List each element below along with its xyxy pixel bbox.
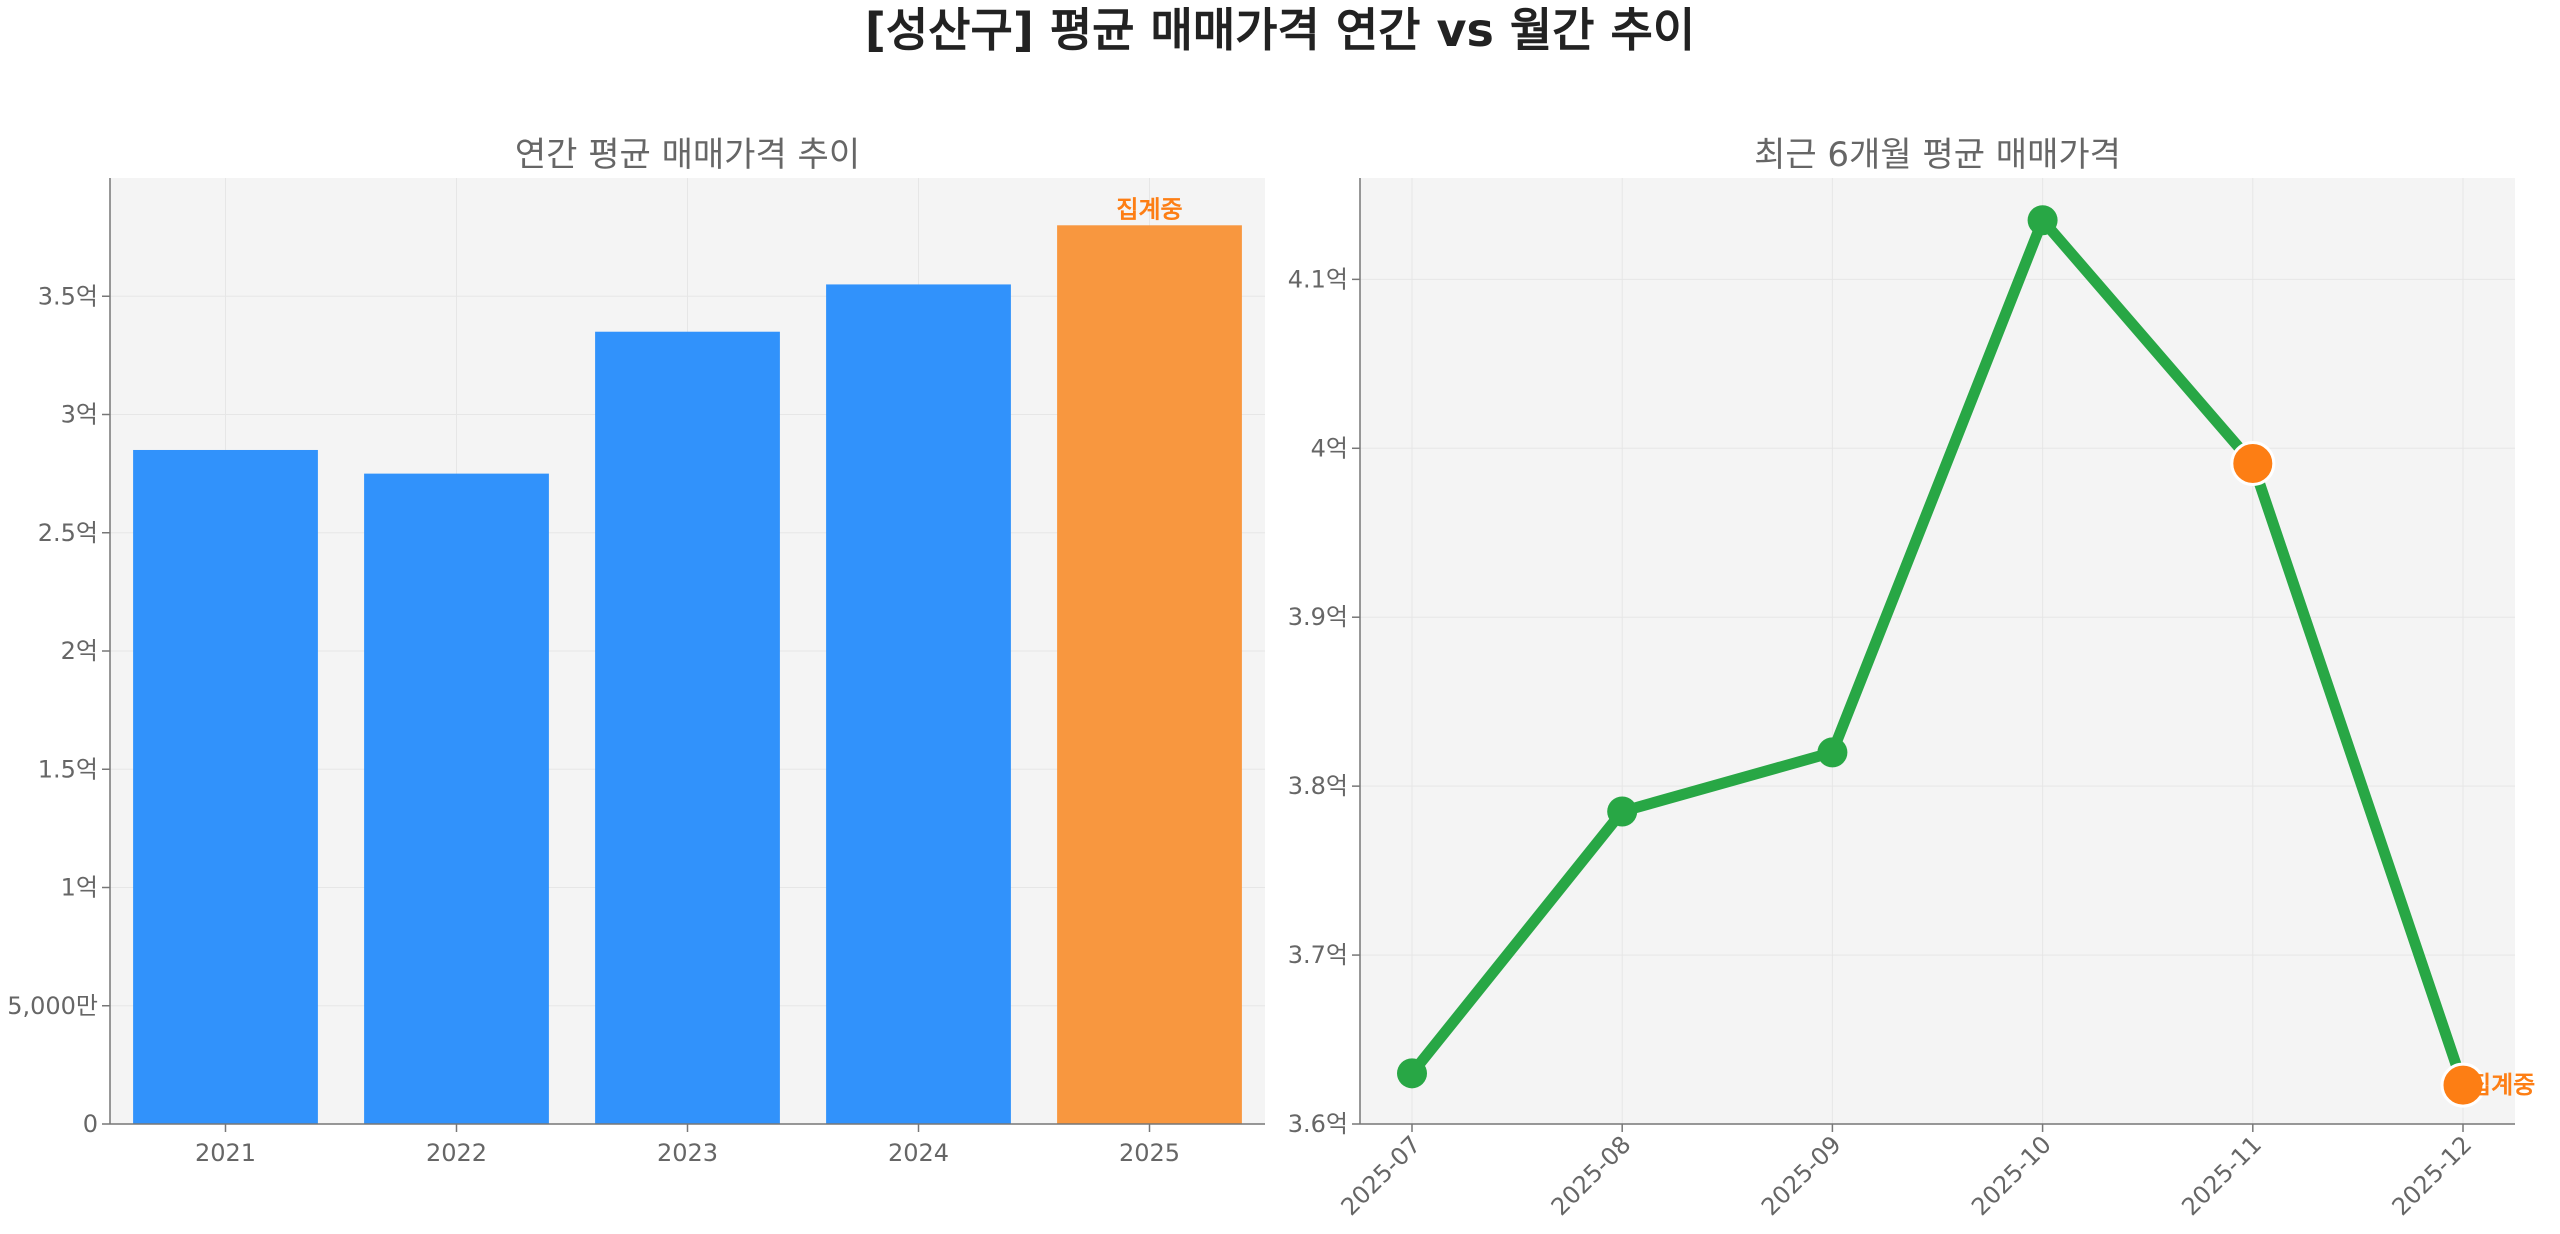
line-point-2025-07 bbox=[1397, 1058, 1427, 1089]
line-y-tick-label: 3.6억 bbox=[1288, 1110, 1348, 1138]
bar-y-tick-label: 2.5억 bbox=[38, 519, 98, 547]
line-point-2025-09 bbox=[1817, 737, 1848, 768]
line-x-tick-label: 2025-10 bbox=[1966, 1130, 2057, 1221]
line-point-2025-10 bbox=[2027, 205, 2058, 236]
bar-2025 bbox=[1057, 225, 1242, 1125]
bar-chart-title: 연간 평균 매매가격 추이 bbox=[515, 135, 860, 175]
bar-x-tick-label: 2022 bbox=[426, 1139, 487, 1167]
line-y-tick-label: 4억 bbox=[1311, 434, 1348, 462]
line-point-2025-08 bbox=[1607, 796, 1638, 827]
line-y-tick-label: 4.1억 bbox=[1288, 265, 1348, 293]
bar-2022 bbox=[364, 473, 549, 1124]
bar-y-tick-label: 2억 bbox=[61, 637, 98, 665]
line-point-highlight-2025-12 bbox=[2440, 1062, 2486, 1108]
bar-annotation: 집계중 bbox=[1116, 195, 1182, 223]
page-title: [성산구] 평균 매매가격 연간 vs 월간 추이 bbox=[864, 3, 1696, 57]
bar-y-tick-label: 5,000만 bbox=[7, 992, 98, 1020]
line-series bbox=[1406, 214, 2469, 1091]
line-y-tick-label: 3.8억 bbox=[1288, 772, 1348, 800]
line-x-tick-label: 2025-12 bbox=[2387, 1130, 2478, 1221]
line-point-highlight-2025-11 bbox=[2230, 440, 2276, 486]
line-x-tick-label: 2025-11 bbox=[2176, 1130, 2267, 1221]
bar-y-tick-label: 0 bbox=[83, 1110, 98, 1138]
bar-x-tick-label: 2024 bbox=[888, 1139, 949, 1167]
bar-y-tick-label: 1억 bbox=[61, 874, 98, 902]
bar-2021 bbox=[133, 449, 318, 1125]
line-x-tick-label: 2025-08 bbox=[1546, 1130, 1637, 1221]
line-y-tick-label: 3.7억 bbox=[1288, 941, 1348, 969]
bar-x-tick-label: 2023 bbox=[657, 1139, 718, 1167]
line-x-tick-label: 2025-07 bbox=[1336, 1130, 1427, 1221]
bar-y-tick-label: 3억 bbox=[61, 401, 98, 429]
line-chart-title: 최근 6개월 평균 매매가격 bbox=[1754, 135, 2121, 175]
line-annotation: 집계중 bbox=[2469, 1071, 2535, 1099]
bar-x-tick-label: 2025 bbox=[1119, 1139, 1180, 1167]
bar-y-tick-label: 3.5억 bbox=[38, 282, 98, 310]
bar-x-tick-label: 2021 bbox=[195, 1139, 256, 1167]
bar-y-tick-label: 1.5억 bbox=[38, 755, 98, 783]
bar-2024 bbox=[826, 284, 1011, 1124]
line-y-tick-label: 3.9억 bbox=[1288, 603, 1348, 631]
bar-2023 bbox=[595, 331, 780, 1125]
line-x-tick-label: 2025-09 bbox=[1756, 1130, 1847, 1221]
line-panel-background bbox=[1360, 178, 2515, 1124]
